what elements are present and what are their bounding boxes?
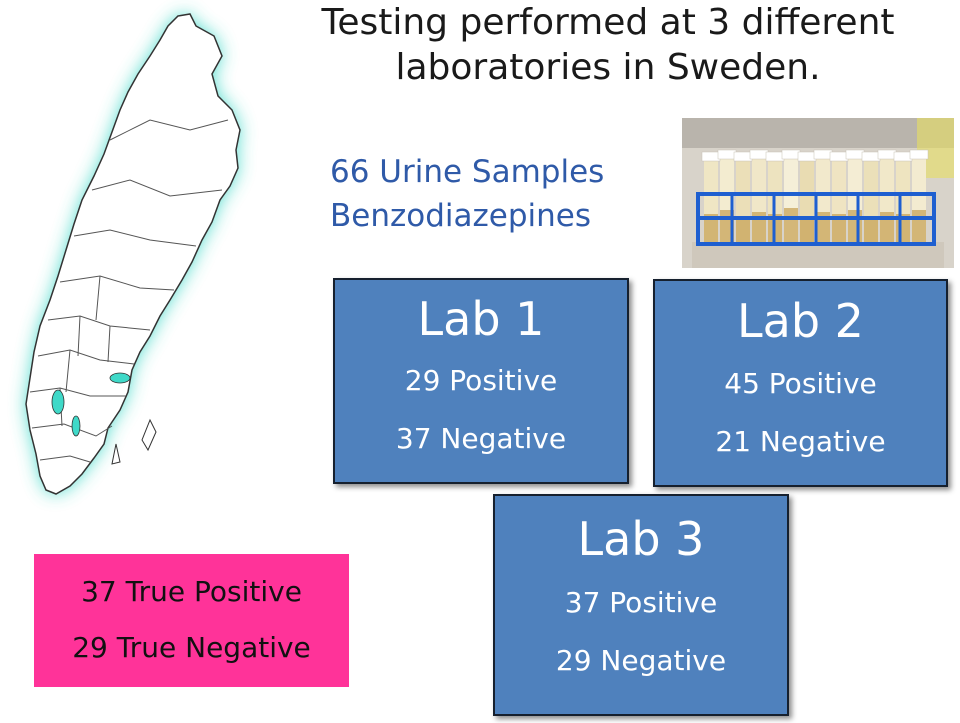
lab-1-name: Lab 1 [417, 292, 545, 346]
lab-2-card: Lab 2 45 Positive 21 Negative [653, 279, 948, 487]
drug-class-label: Benzodiazepines [330, 198, 592, 234]
lab-3-name: Lab 3 [577, 512, 705, 566]
page-title: Testing performed at 3 different laborat… [258, 0, 958, 90]
title-line-2: laboratories in Sweden. [395, 47, 821, 88]
lab-3-negative: 29 Negative [555, 644, 727, 677]
title-line-1: Testing performed at 3 different [321, 2, 895, 43]
lab-3-card: Lab 3 37 Positive 29 Negative [493, 494, 789, 716]
sample-count-label: 66 Urine Samples [330, 154, 605, 190]
sweden-map [25, 13, 241, 495]
sample-description: 66 Urine Samples Benzodiazepines [330, 150, 604, 238]
lab-3-positive: 37 Positive [564, 586, 718, 619]
lab-2-name: Lab 2 [737, 294, 864, 348]
true-results-box: 37 True Positive 29 True Negative [34, 554, 349, 687]
lab-1-positive: 29 Positive [404, 364, 558, 397]
true-negative-count: 29 True Negative [72, 631, 311, 664]
lab-2-positive: 45 Positive [724, 367, 877, 400]
lab-1-card: Lab 1 29 Positive 37 Negative [333, 278, 629, 484]
lab-1-negative: 37 Negative [395, 422, 567, 455]
sample-tubes-photo [682, 118, 954, 268]
lab-2-negative: 21 Negative [715, 425, 886, 458]
true-positive-count: 37 True Positive [81, 575, 302, 608]
